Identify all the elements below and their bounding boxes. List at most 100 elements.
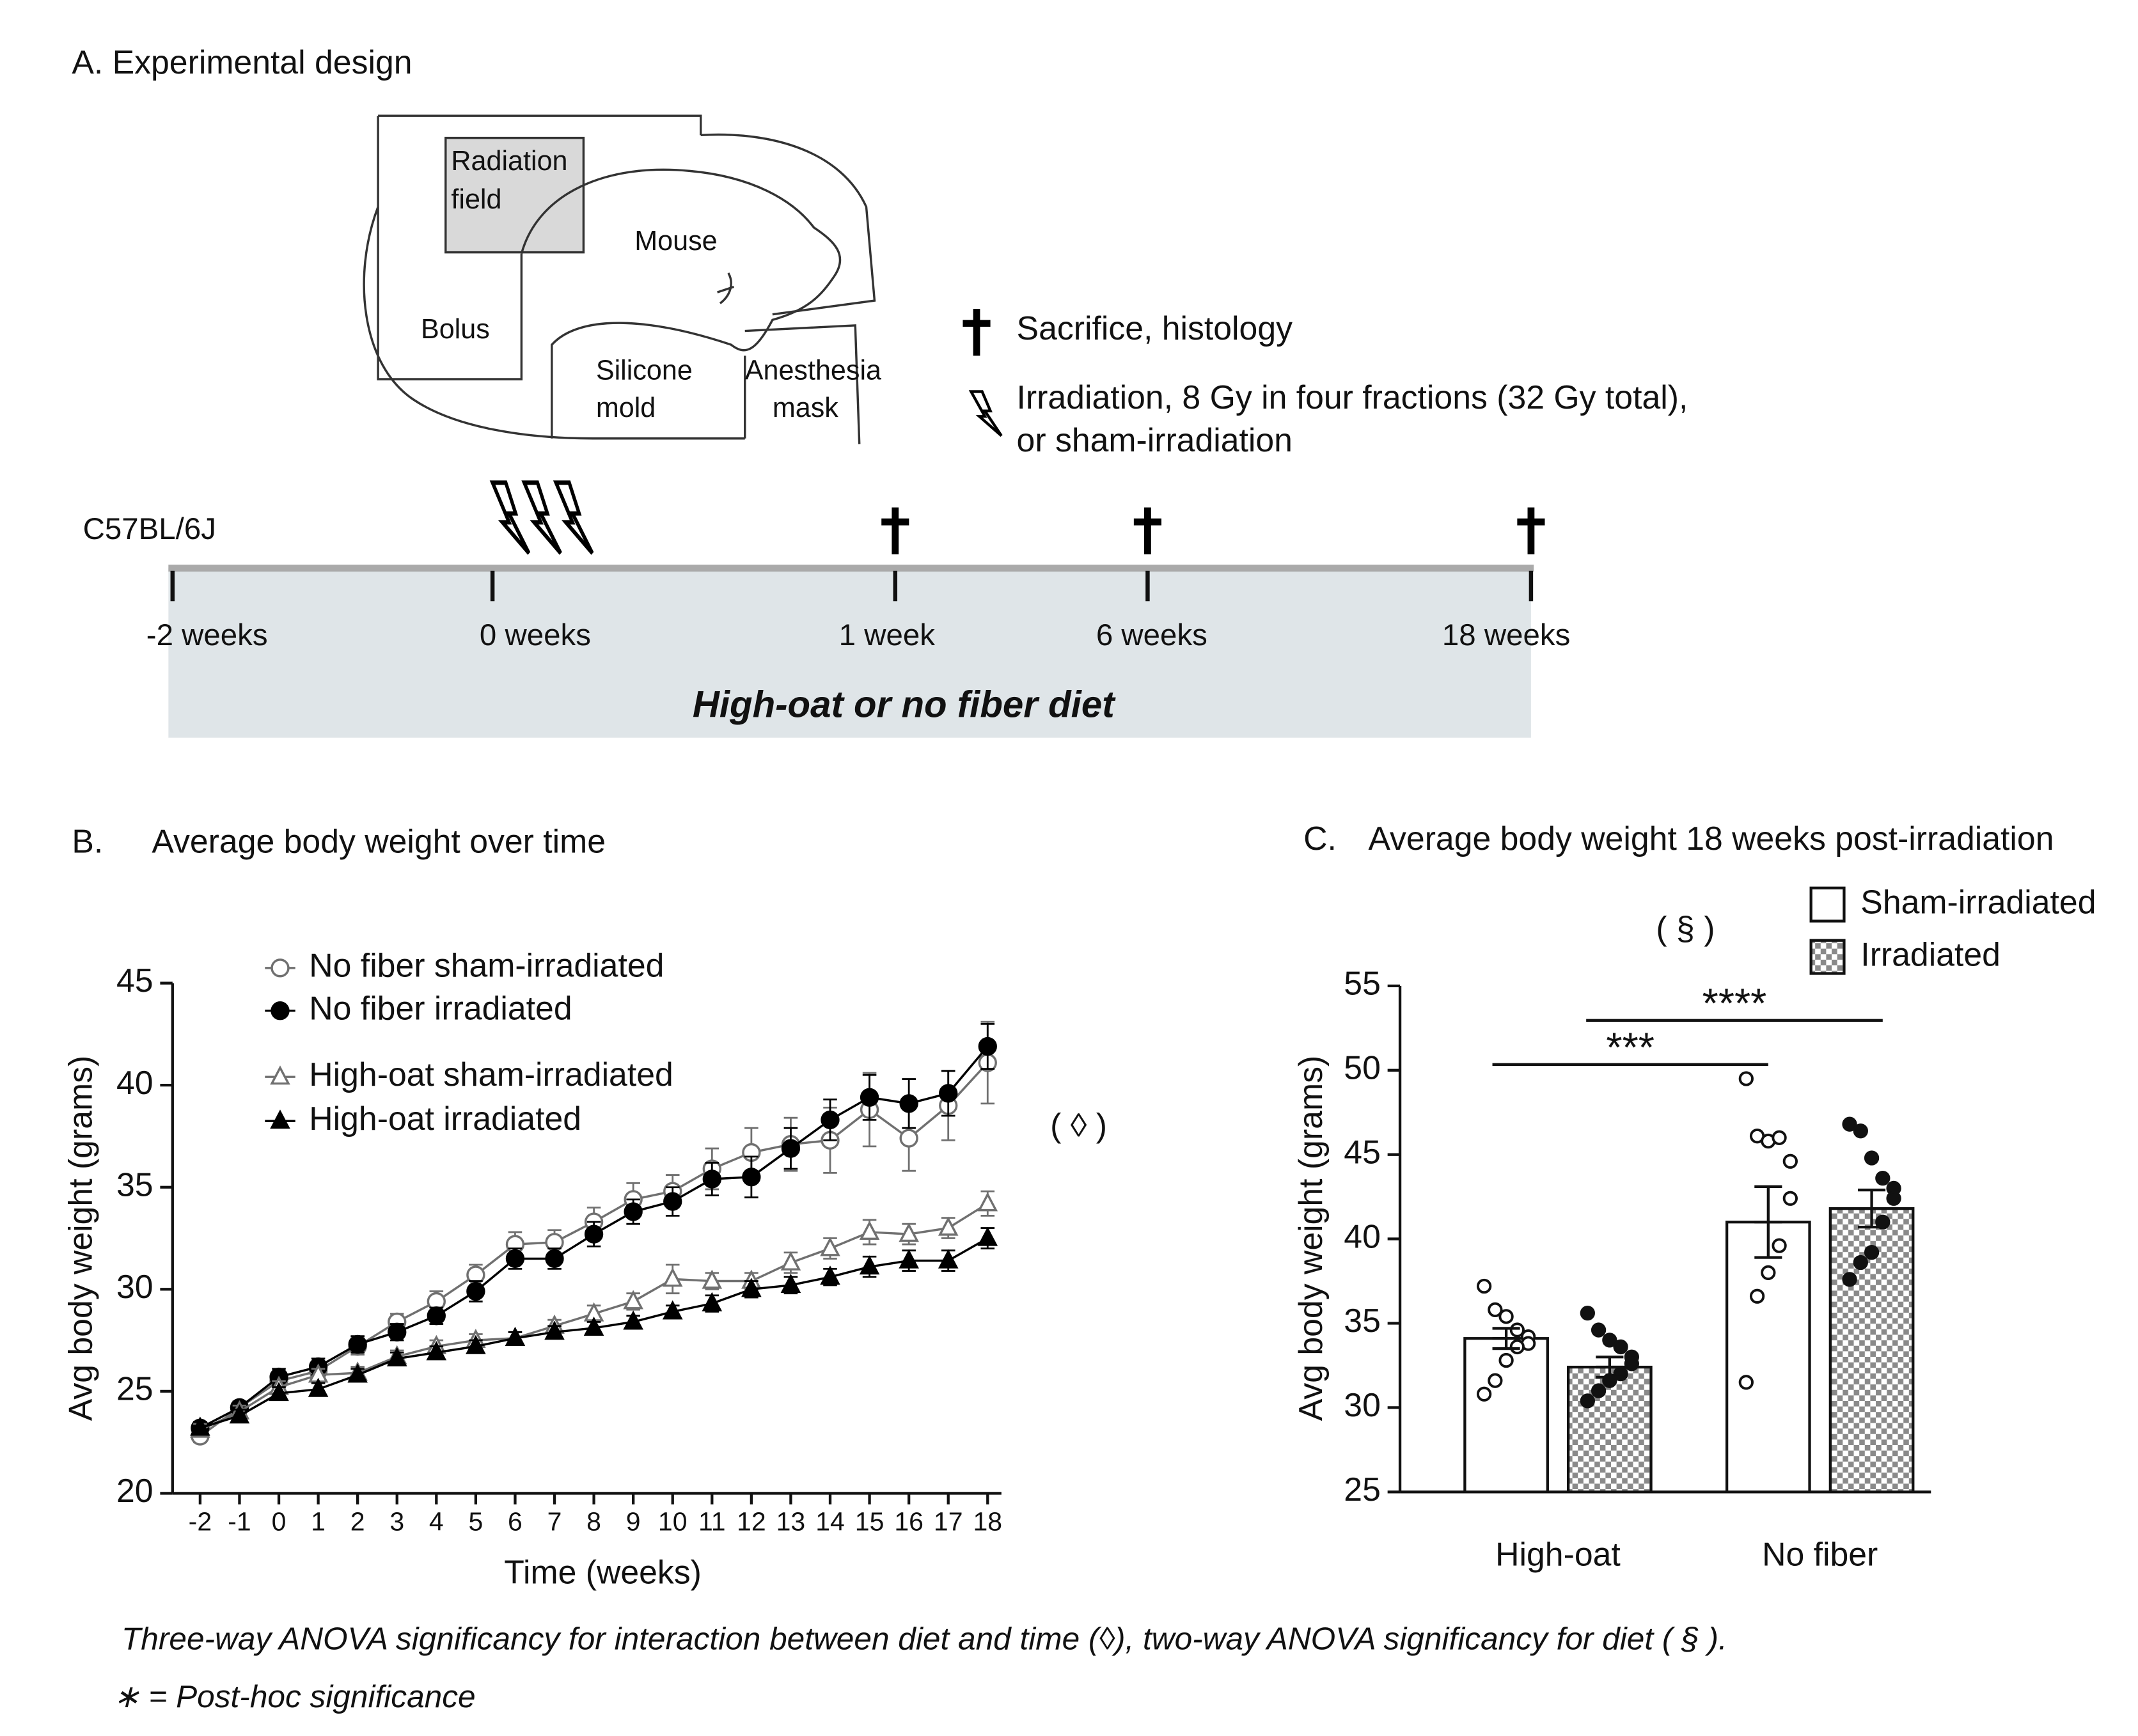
data-point xyxy=(1580,1393,1595,1409)
diet-label: High-oat or no fiber diet xyxy=(693,684,1116,726)
y-tick-label: 55 xyxy=(1344,965,1381,1002)
data-point xyxy=(1738,1071,1754,1086)
marker xyxy=(347,1363,368,1383)
marker xyxy=(386,1347,407,1366)
marker xyxy=(859,1255,880,1275)
data-point xyxy=(1498,1309,1514,1324)
marker xyxy=(623,1290,643,1310)
bar xyxy=(1725,1221,1811,1494)
diagram-label: mask xyxy=(773,393,838,423)
data-point xyxy=(1580,1306,1595,1321)
x-tick-label: 11 xyxy=(698,1507,726,1537)
chart-title: Average body weight over time xyxy=(152,822,606,859)
data-point xyxy=(1476,1386,1492,1402)
legend-marker xyxy=(271,1001,290,1020)
data-point xyxy=(1864,1245,1880,1260)
y-axis-label: Avg body weight (grams) xyxy=(61,1056,98,1421)
marker xyxy=(820,1237,840,1256)
data-point xyxy=(1591,1383,1607,1398)
timeline-ticks xyxy=(170,570,1534,602)
marker xyxy=(388,1322,407,1341)
mask-top xyxy=(700,133,876,316)
data-point xyxy=(1782,1153,1798,1169)
x-tick-label: 3 xyxy=(389,1507,404,1537)
legend-label: Irradiated xyxy=(1860,935,2000,973)
marker xyxy=(780,1251,801,1271)
annotation: ( ◊ ) xyxy=(1050,1107,1107,1144)
x-tick-label: 9 xyxy=(626,1507,641,1537)
cross-icon xyxy=(1133,507,1161,554)
y-axis-label: Avg body weight (grams) xyxy=(1292,1056,1329,1421)
data-point xyxy=(1853,1255,1868,1271)
data-point xyxy=(1738,1375,1754,1390)
x-tick-label: 10 xyxy=(658,1507,688,1537)
mold-outline xyxy=(363,206,745,440)
marker xyxy=(977,1192,998,1212)
data-point xyxy=(1488,1373,1503,1388)
legend-label: High-oat irradiated xyxy=(309,1100,581,1137)
error-bar xyxy=(1754,1185,1782,1259)
data-point xyxy=(1761,1265,1776,1280)
x-tick-label: High-oat xyxy=(1495,1535,1621,1572)
marker xyxy=(545,1249,564,1269)
data-point xyxy=(1613,1339,1628,1355)
diagram-label: Silicone xyxy=(596,356,693,386)
diagram-label: Mouse xyxy=(634,226,717,256)
significance-label: **** xyxy=(1702,980,1767,1026)
marker xyxy=(742,1168,761,1187)
marker xyxy=(505,1326,526,1346)
marker xyxy=(663,1192,682,1211)
data-point xyxy=(1624,1356,1639,1372)
bolus-box xyxy=(377,114,702,380)
timeline-label: 1 week xyxy=(839,618,936,652)
x-tick-label: 15 xyxy=(855,1507,884,1537)
marker xyxy=(899,1249,919,1269)
y-tick-label: 35 xyxy=(116,1166,153,1203)
x-tick-label: 8 xyxy=(586,1507,601,1537)
diagram-label: Bolus xyxy=(421,314,490,345)
data-point xyxy=(1602,1333,1617,1348)
marker xyxy=(977,1226,998,1246)
data-point xyxy=(1476,1278,1492,1294)
error-bar xyxy=(1596,1356,1624,1379)
marker xyxy=(348,1334,367,1354)
data-point xyxy=(1875,1170,1890,1186)
x-tick-label: 0 xyxy=(272,1507,287,1537)
timeline-label: 6 weeks xyxy=(1096,618,1207,652)
marker xyxy=(938,1249,959,1269)
panel-a-title: A. Experimental design xyxy=(72,43,412,81)
x-tick-label: 13 xyxy=(776,1507,806,1537)
legend-swatch xyxy=(1809,939,1846,975)
y-tick-label: 45 xyxy=(1344,1133,1381,1170)
marker xyxy=(190,1416,210,1436)
marker xyxy=(702,1169,721,1189)
legend-marker xyxy=(270,1109,290,1129)
marker xyxy=(662,1267,683,1287)
cross-icon xyxy=(963,309,991,356)
data-point xyxy=(1886,1191,1901,1206)
marker xyxy=(583,1317,604,1336)
y-tick-label: 25 xyxy=(1344,1471,1381,1508)
data-point xyxy=(1488,1302,1503,1318)
timeline-label: -2 weeks xyxy=(146,618,268,652)
diagram-label: Radiation xyxy=(451,146,567,176)
x-tick-label: No fiber xyxy=(1762,1535,1878,1572)
marker xyxy=(781,1139,801,1158)
panel-label: B. xyxy=(72,822,103,859)
legend-text: or sham-irradiation xyxy=(1017,421,1293,458)
marker xyxy=(584,1224,604,1244)
significance-label: *** xyxy=(1606,1024,1655,1070)
marker xyxy=(860,1088,879,1107)
footnote: Three-way ANOVA significancy for interac… xyxy=(122,1620,1727,1656)
x-tick-label: 5 xyxy=(468,1507,483,1537)
radiation-field xyxy=(444,136,585,254)
data-point xyxy=(1772,1130,1787,1145)
legend-swatch xyxy=(1809,886,1846,923)
timeline-label: 0 weeks xyxy=(480,618,591,652)
fraction-bolts xyxy=(492,483,592,553)
x-tick-label: -1 xyxy=(228,1507,251,1537)
x-tick-label: 1 xyxy=(311,1507,326,1537)
marker xyxy=(427,1306,446,1325)
y-tick-label: 45 xyxy=(116,962,153,999)
legend-label: High-oat sham-irradiated xyxy=(309,1056,673,1093)
